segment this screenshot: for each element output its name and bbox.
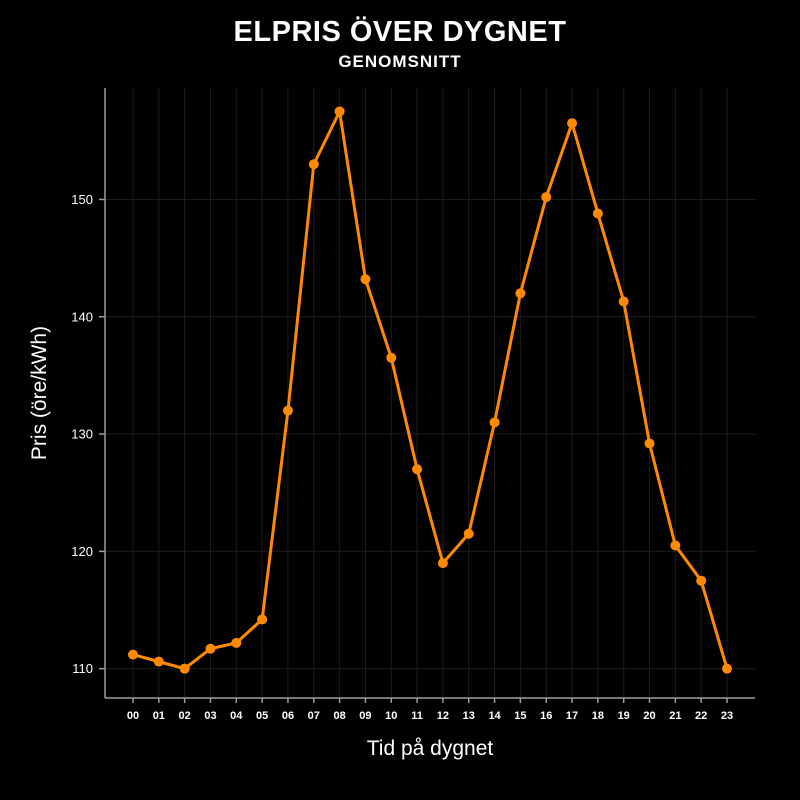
- chart-title: ELPRIS ÖVER DYGNET: [233, 16, 567, 48]
- x-tick-label: 16: [540, 710, 552, 722]
- x-tick-label: 19: [618, 710, 630, 722]
- x-tick-label: 06: [282, 710, 294, 722]
- x-tick-label: 04: [230, 710, 243, 722]
- y-tick-label: 120: [71, 544, 93, 559]
- data-point: [231, 637, 242, 648]
- y-axis-label: Pris (öre/kWh): [28, 325, 51, 461]
- data-point: [437, 558, 448, 569]
- data-point: [179, 663, 190, 674]
- price-line: [131, 109, 729, 671]
- data-point: [334, 106, 345, 117]
- y-tick-label: 150: [71, 192, 93, 207]
- x-tick-label: 05: [256, 710, 268, 722]
- data-point: [489, 417, 500, 428]
- data-point: [412, 464, 423, 475]
- data-point: [541, 192, 552, 203]
- data-point: [282, 405, 293, 416]
- x-tick-label: 15: [514, 710, 526, 722]
- x-tick-label: 21: [669, 710, 681, 722]
- data-point: [360, 274, 371, 285]
- data-point: [128, 649, 138, 660]
- x-tick-label: 01: [153, 710, 165, 722]
- data-point: [696, 575, 707, 586]
- data-point: [153, 656, 164, 667]
- data-point: [386, 352, 397, 363]
- data-point: [670, 540, 681, 551]
- x-tick-label: 13: [463, 710, 475, 722]
- y-tick-label: 130: [71, 427, 93, 442]
- x-tick-label: 20: [643, 710, 655, 722]
- y-tick-label: 110: [72, 661, 93, 676]
- x-tick-label: 12: [437, 710, 449, 722]
- data-point: [257, 614, 268, 625]
- data-point: [567, 118, 578, 129]
- data-point: [592, 208, 603, 219]
- x-tick-label: 18: [592, 710, 604, 722]
- data-point: [463, 528, 474, 539]
- data-point: [722, 663, 732, 674]
- x-tick-label: 08: [333, 710, 345, 722]
- chart-subtitle: GENOMSNITT: [338, 52, 462, 71]
- data-point: [308, 159, 319, 170]
- x-tick-label: 23: [721, 710, 733, 722]
- x-tick-label: 14: [488, 710, 501, 722]
- y-tick-label: 140: [71, 309, 93, 324]
- x-tick-label: 11: [411, 710, 423, 722]
- data-point: [515, 288, 526, 299]
- x-axis-label: Tid på dygnet: [366, 737, 494, 760]
- data-point: [618, 296, 629, 307]
- x-tick-label: 00: [127, 710, 139, 722]
- data-point: [644, 438, 655, 449]
- x-tick-label: 22: [695, 710, 707, 722]
- x-tick-label: 17: [566, 710, 578, 722]
- x-tick-label: 03: [204, 710, 216, 722]
- x-tick-label: 09: [359, 710, 371, 722]
- x-tick-label: 07: [308, 710, 320, 722]
- data-point: [205, 643, 216, 654]
- x-tick-label: 02: [179, 710, 191, 722]
- x-tick-label: 10: [385, 710, 397, 722]
